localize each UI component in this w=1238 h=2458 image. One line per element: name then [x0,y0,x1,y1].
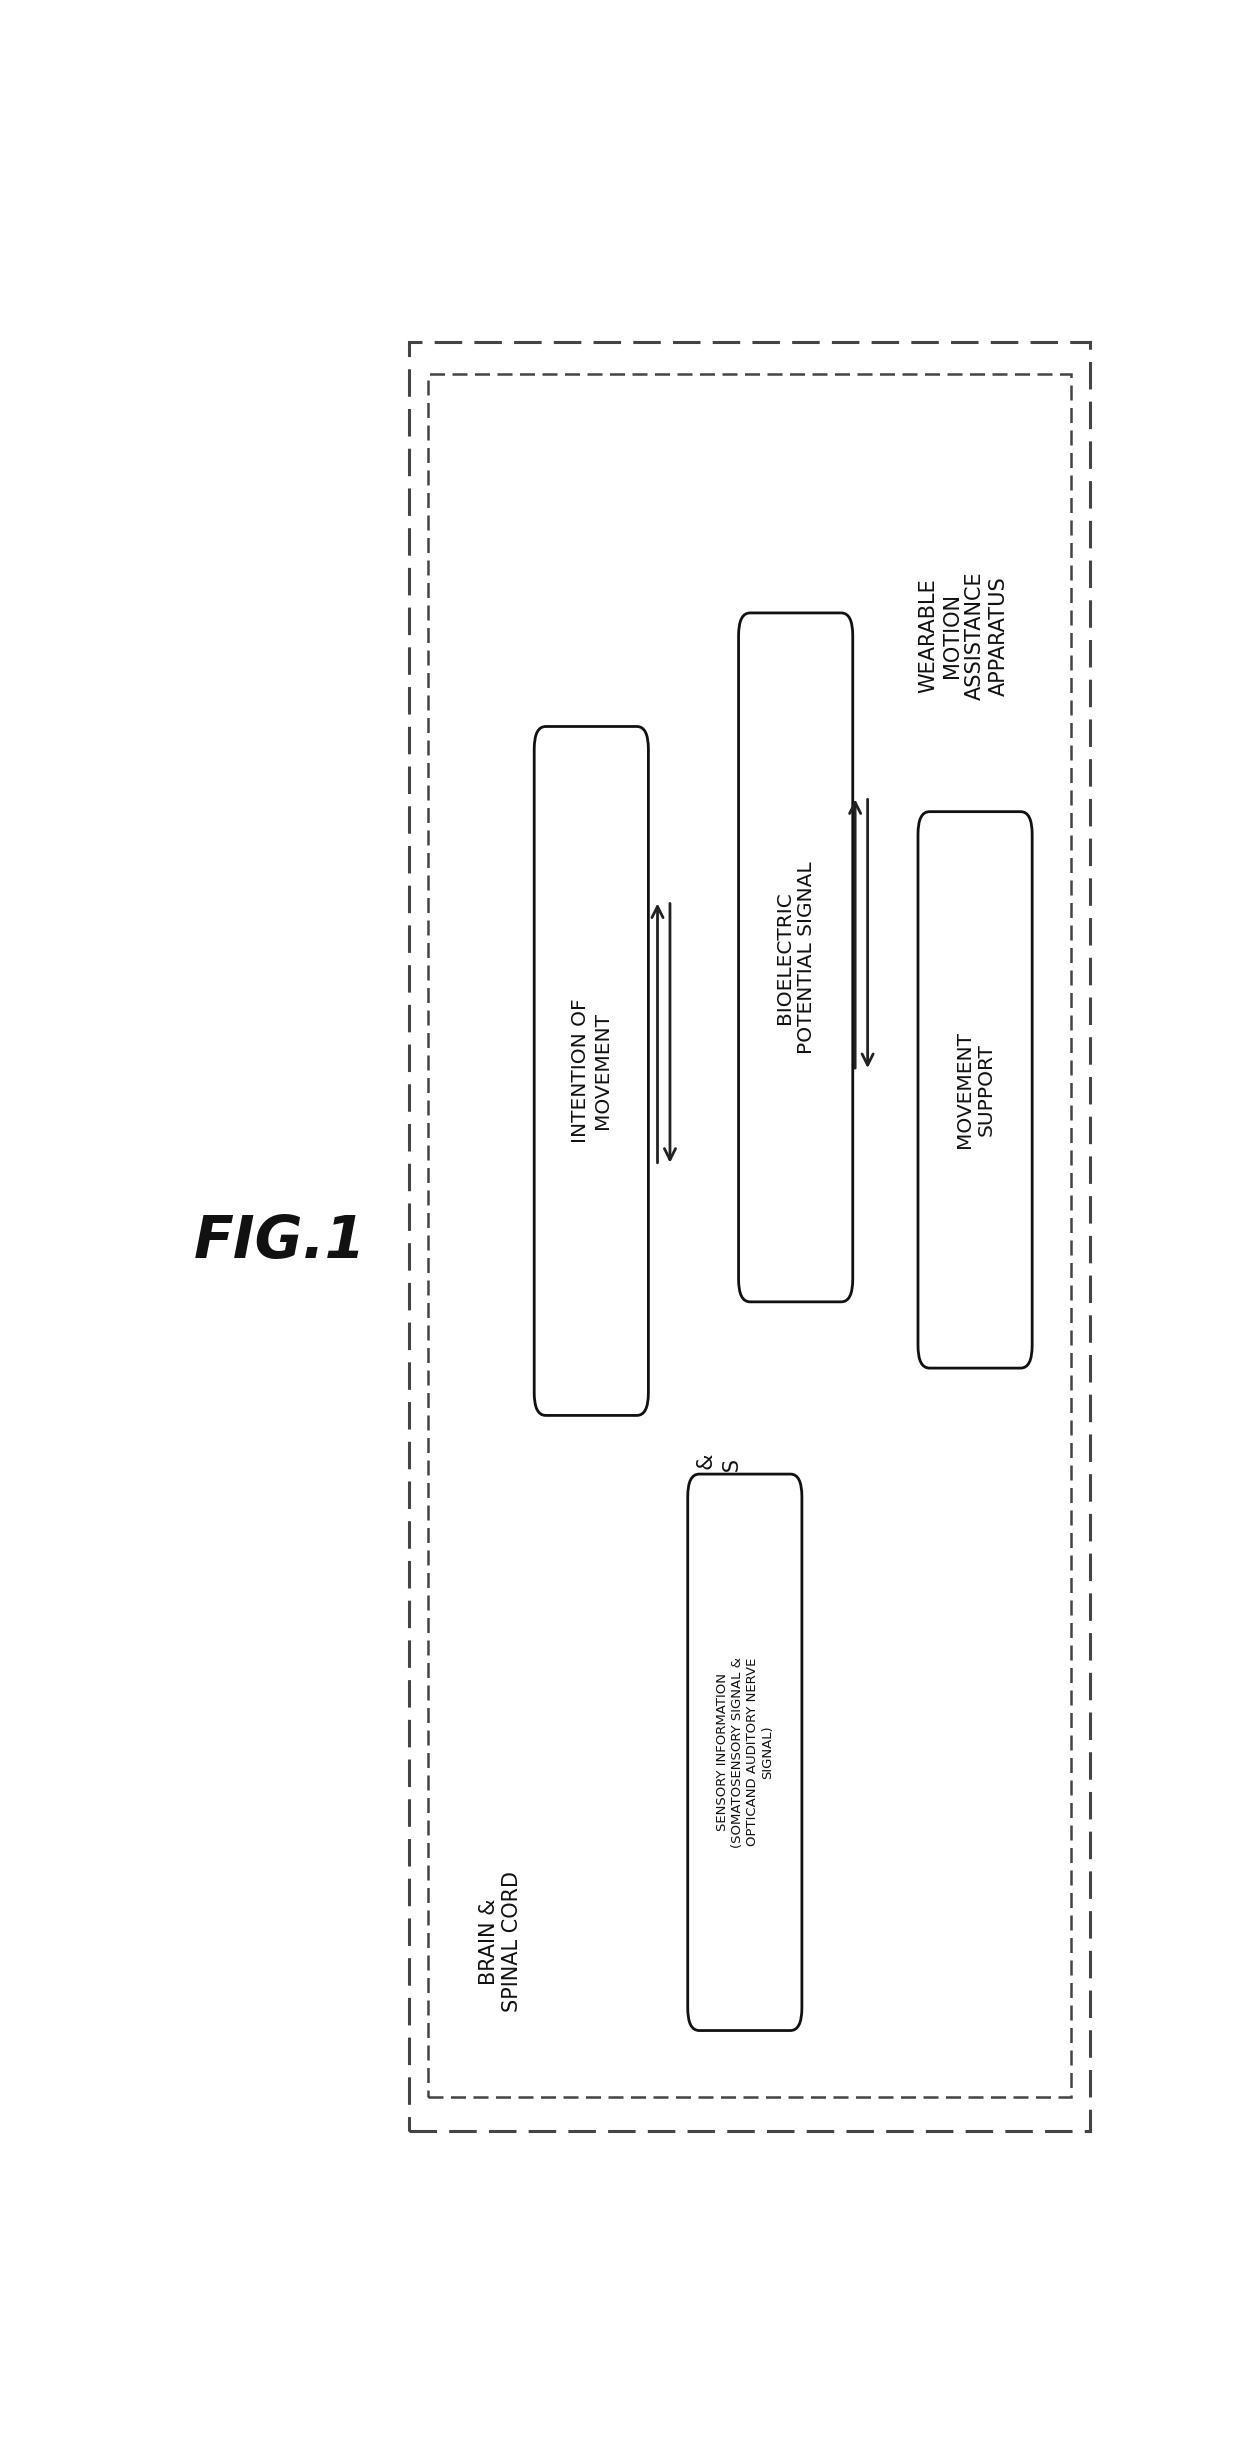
FancyBboxPatch shape [688,1475,802,2030]
Text: WEARABLE
MOTION
ASSISTANCE
APPARATUS: WEARABLE MOTION ASSISTANCE APPARATUS [919,570,1009,701]
FancyBboxPatch shape [535,728,649,1416]
Text: BIOELECTRIC
POTENTIAL SIGNAL: BIOELECTRIC POTENTIAL SIGNAL [775,860,816,1054]
Text: BRAIN &
SPINAL CORD: BRAIN & SPINAL CORD [479,1871,521,2013]
Text: MOVEMENT
SUPPORT: MOVEMENT SUPPORT [954,1032,995,1148]
Text: INTENTION OF
MOVEMENT: INTENTION OF MOVEMENT [571,998,612,1143]
Text: FIG.1: FIG.1 [193,1212,365,1271]
FancyBboxPatch shape [739,612,853,1303]
Text: NERVES &
MUSCLES: NERVES & MUSCLES [697,1453,740,1558]
FancyBboxPatch shape [919,811,1032,1369]
Text: SENSORY INFORMATION
(SOMATOSENSORY SIGNAL &
OPTICAND AUDITORY NERVE
SIGNAL): SENSORY INFORMATION (SOMATOSENSORY SIGNA… [716,1657,774,1848]
